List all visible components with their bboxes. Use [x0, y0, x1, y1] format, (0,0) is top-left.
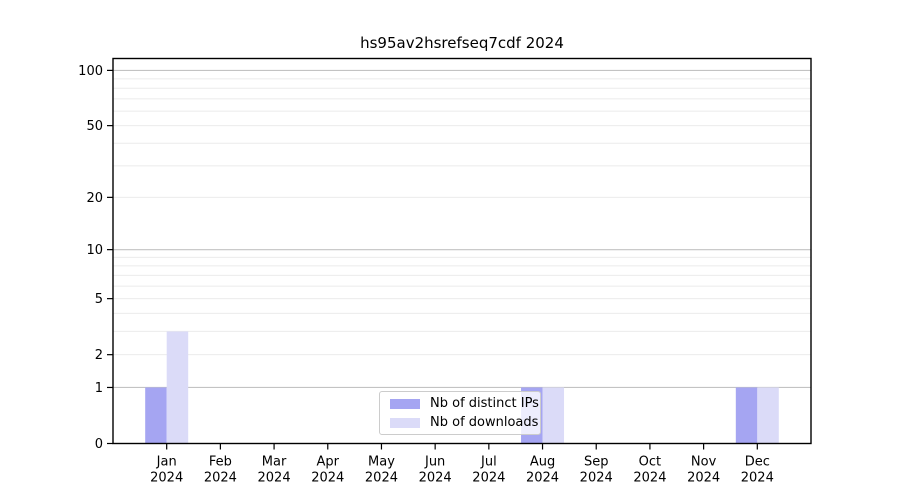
legend-item-downloads: Nb of downloads	[390, 415, 540, 430]
y-tick-label-50: 50	[86, 119, 103, 134]
x-tick-year-sep: 2024	[580, 471, 613, 486]
y-tick-label-0: 0	[95, 437, 103, 452]
x-tick-label-dec: Dec	[745, 455, 770, 470]
legend-swatch-distinct-ips	[390, 398, 420, 409]
x-tick-year-dec: 2024	[741, 471, 774, 486]
x-tick-year-apr: 2024	[311, 471, 344, 486]
y-tick-label-100: 100	[78, 64, 103, 79]
bar-distinct-ips-jan	[145, 387, 167, 444]
legend: Nb of distinct IPs Nb of downloads	[379, 391, 541, 435]
x-tick-label-jun: Jun	[424, 455, 445, 470]
x-tick-year-mar: 2024	[258, 471, 291, 486]
x-tick-label-nov: Nov	[691, 455, 717, 470]
x-tick-year-jul: 2024	[472, 471, 505, 486]
x-tick-label-jan: Jan	[156, 455, 177, 470]
x-tick-label-apr: Apr	[317, 455, 340, 470]
x-tick-year-jan: 2024	[150, 471, 183, 486]
y-tick-label-20: 20	[86, 191, 103, 206]
y-tick-label-10: 10	[86, 243, 103, 258]
y-tick-label-1: 1	[95, 381, 103, 396]
bar-downloads-jan	[166, 331, 189, 444]
x-tick-year-oct: 2024	[633, 471, 666, 486]
plot-border	[112, 57, 812, 445]
legend-item-distinct-ips: Nb of distinct IPs	[390, 396, 540, 411]
x-tick-label-oct: Oct	[639, 455, 661, 470]
x-tick-label-aug: Aug	[530, 455, 555, 470]
legend-label-distinct-ips: Nb of distinct IPs	[430, 396, 539, 411]
x-tick-label-jul: Jul	[480, 455, 497, 470]
x-tick-year-feb: 2024	[204, 471, 237, 486]
x-tick-year-may: 2024	[365, 471, 398, 486]
bar-downloads-aug	[542, 387, 565, 444]
x-tick-year-jun: 2024	[419, 471, 452, 486]
bar-distinct-ips-dec	[735, 387, 758, 444]
legend-swatch-downloads	[390, 417, 420, 428]
chart-title: hs95av2hsrefseq7cdf 2024	[360, 34, 564, 52]
y-tick-label-5: 5	[95, 292, 103, 307]
x-tick-label-sep: Sep	[584, 455, 609, 470]
bar-downloads-dec	[757, 387, 779, 444]
x-tick-year-nov: 2024	[687, 471, 720, 486]
y-tick-label-2: 2	[95, 348, 103, 363]
x-tick-year-aug: 2024	[526, 471, 559, 486]
legend-label-downloads: Nb of downloads	[430, 415, 539, 430]
x-tick-label-may: May	[368, 455, 395, 470]
x-tick-label-feb: Feb	[209, 455, 232, 470]
x-tick-label-mar: Mar	[262, 455, 287, 470]
